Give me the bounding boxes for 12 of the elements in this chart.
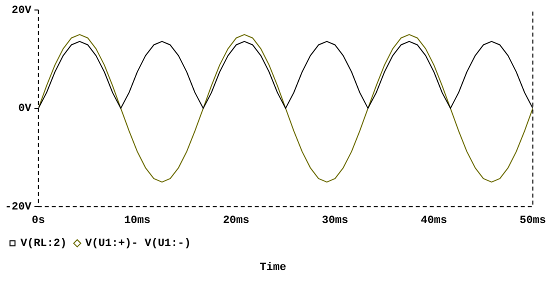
y-tick-label: -20V <box>5 201 32 214</box>
x-tick-label: 40ms <box>420 214 448 227</box>
y-tick-label: 0V <box>18 103 32 116</box>
x-tick-label: 50ms <box>520 214 546 227</box>
x-tick-label: 20ms <box>222 214 250 227</box>
x-axis-title: Time <box>260 262 287 274</box>
x-tick-label: 10ms <box>124 214 150 227</box>
y-tick-label: 20V <box>12 4 32 17</box>
x-tick-label: 0s <box>32 214 46 227</box>
x-tick-label: 30ms <box>322 214 348 227</box>
legend-label: V(U1:+)- V(U1:-) <box>85 238 191 250</box>
legend-label: V(RL:2) <box>20 238 67 250</box>
